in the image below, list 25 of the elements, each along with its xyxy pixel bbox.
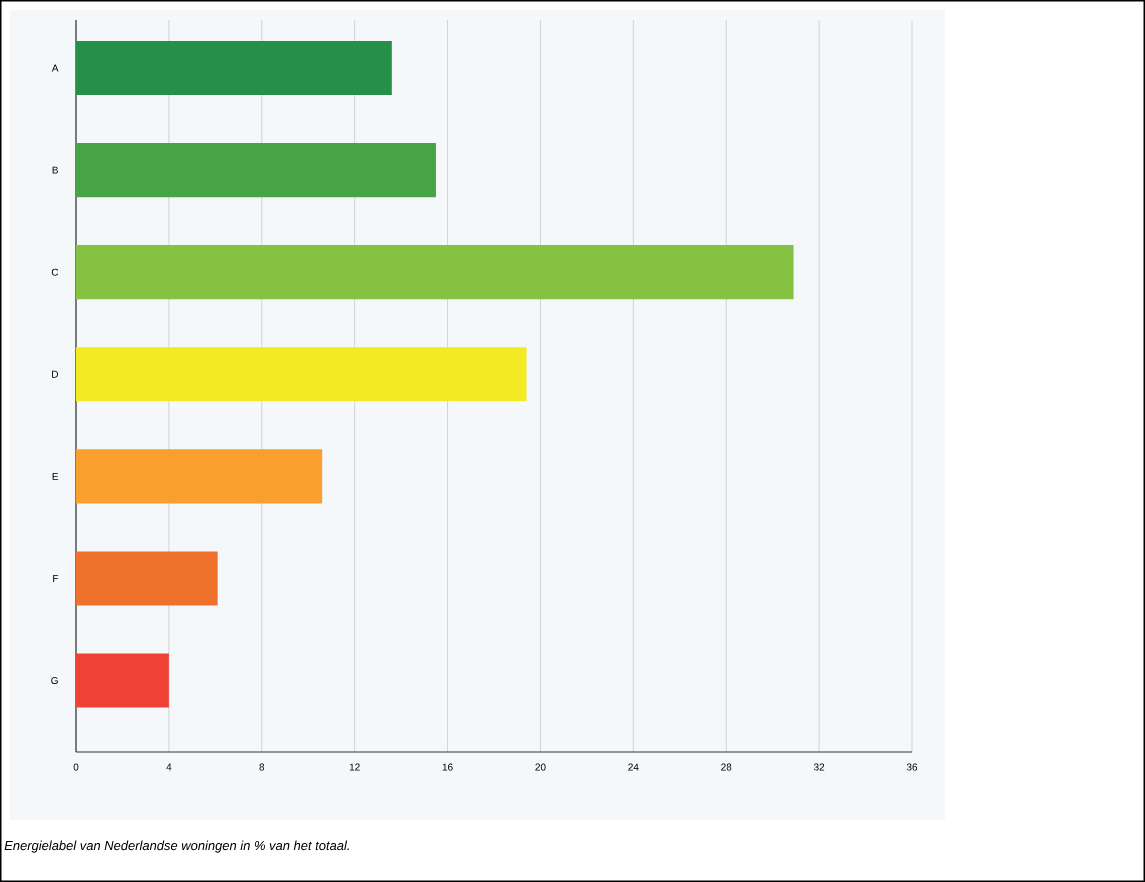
x-tick-label: 32 — [813, 763, 825, 771]
x-tick-label: 12 — [349, 763, 360, 771]
y-tick-label: C — [51, 268, 59, 276]
x-tick-label: 0 — [73, 763, 79, 771]
bar — [76, 40, 392, 96]
text: Energielabel van Nederlandse woningen in % van het totaal. — [4, 840, 349, 853]
x-tick-label: 28 — [721, 763, 732, 771]
bar — [76, 551, 218, 606]
x-tick-label: 8 — [259, 763, 265, 771]
bar — [76, 347, 527, 402]
y-tick-label: G — [51, 677, 58, 685]
x-tick-label: 16 — [442, 763, 453, 771]
x-tick-label: 36 — [906, 763, 918, 771]
bar — [76, 245, 794, 300]
x-tick-label: 24 — [628, 763, 639, 771]
bar — [76, 143, 436, 198]
y-tick-label: F — [53, 575, 59, 582]
bar — [76, 449, 323, 504]
y-tick-label: B — [52, 166, 58, 174]
x-tick-label: 4 — [166, 763, 172, 771]
bar — [76, 653, 169, 708]
y-tick-label: E — [52, 472, 59, 480]
x-tick-label: 20 — [535, 763, 546, 771]
y-tick-label: D — [52, 370, 58, 378]
y-tick-label: A — [51, 64, 59, 72]
